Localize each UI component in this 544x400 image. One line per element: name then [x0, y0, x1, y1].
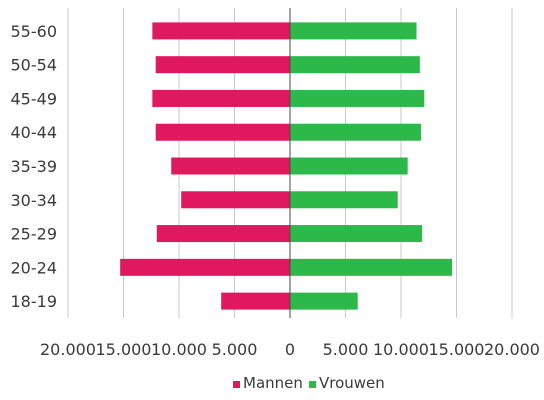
- category-label: 30-34: [11, 191, 58, 210]
- category-label: 40-44: [11, 123, 58, 142]
- legend-swatch-vrouwen: [309, 381, 316, 388]
- x-tick-label: 15.000: [96, 340, 152, 359]
- legend-swatch-mannen: [233, 381, 240, 388]
- bar-vrouwen-55-60: [290, 22, 417, 40]
- bar-vrouwen-45-49: [290, 89, 425, 107]
- bar-vrouwen-35-39: [290, 157, 408, 175]
- category-label: 55-60: [11, 22, 58, 41]
- category-label: 45-49: [11, 89, 58, 108]
- bar-mannen-55-60: [152, 22, 290, 40]
- x-tick-label: 10.000: [373, 340, 429, 359]
- legend-label-vrouwen: Vrouwen: [319, 374, 385, 392]
- x-tick-label: 15.000: [429, 340, 485, 359]
- category-label: 50-54: [11, 56, 58, 75]
- category-label: 35-39: [11, 157, 58, 176]
- bar-mannen-30-34: [181, 191, 290, 209]
- x-tick-label: 5.000: [212, 340, 258, 359]
- x-tick-label: 20.000: [40, 340, 96, 359]
- x-tick-label: 0: [285, 340, 295, 359]
- bar-mannen-45-49: [152, 89, 290, 107]
- bar-vrouwen-25-29: [290, 225, 423, 243]
- category-label: 18-19: [11, 292, 58, 311]
- bar-mannen-25-29: [156, 225, 290, 243]
- x-tick-label: 20.000: [484, 340, 540, 359]
- bar-mannen-20-24: [120, 258, 290, 276]
- category-label: 20-24: [11, 258, 58, 277]
- bars: [120, 22, 453, 310]
- bar-vrouwen-18-19: [290, 292, 358, 310]
- bar-mannen-40-44: [155, 123, 290, 141]
- bar-mannen-35-39: [171, 157, 290, 175]
- bar-vrouwen-40-44: [290, 123, 421, 141]
- legend: Mannen Vrouwen: [233, 374, 385, 392]
- x-tick-labels: 20.000 15.000 10.000 5.000 0 5.000 10.000 15.00…: [40, 340, 540, 359]
- bar-vrouwen-30-34: [290, 191, 398, 209]
- x-tick-label: 5.000: [323, 340, 369, 359]
- category-labels: 55-60 50-54 45-49 40-44 35-39 30-34 25-29 20-24…: [11, 22, 58, 311]
- category-label: 25-29: [11, 225, 58, 244]
- legend-label-mannen: Mannen: [243, 374, 303, 392]
- bar-vrouwen-50-54: [290, 56, 420, 74]
- bar-mannen-50-54: [155, 56, 290, 74]
- bar-mannen-18-19: [221, 292, 290, 310]
- x-tick-label: 10.000: [151, 340, 207, 359]
- bar-vrouwen-20-24: [290, 258, 453, 276]
